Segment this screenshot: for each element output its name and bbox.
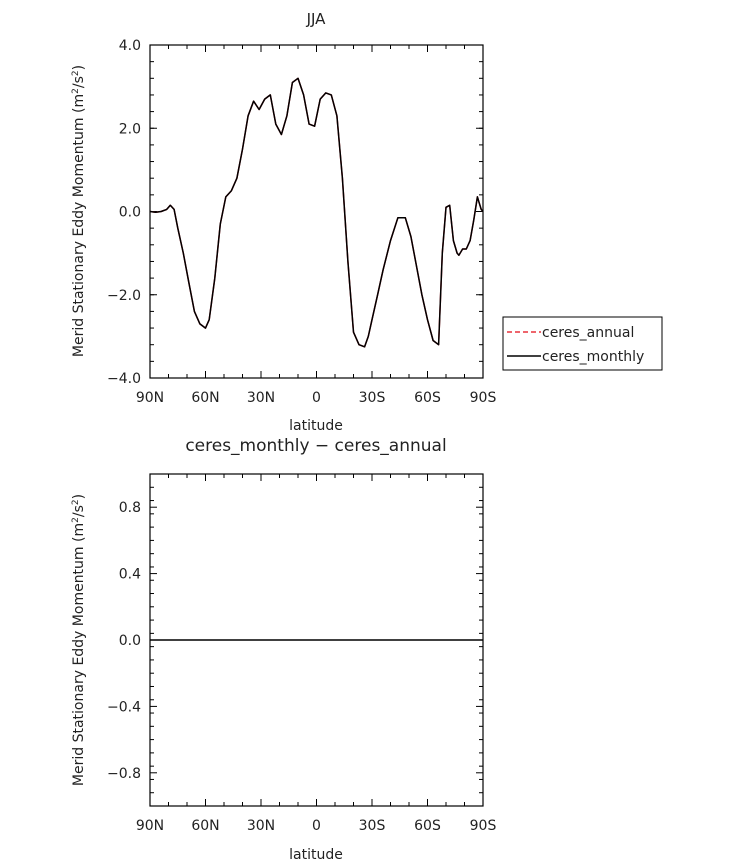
top-title: JJA [306, 10, 327, 28]
x-tick-label: 90S [470, 390, 497, 406]
top-series [149, 77, 484, 348]
top-xlabel: latitude [289, 418, 343, 434]
bottom-ylabel-mid: /s [71, 505, 87, 517]
y-tick-label: 0.0 [119, 633, 141, 649]
top-panel: JJA 90N 60N 30N 0 30S 60S 90S −4.0 −2.0 0.0 2.0 4.0… [71, 10, 663, 434]
top-ylabel-main: Merid Stationary Eddy Momentum (m [71, 94, 87, 357]
bottom-title: ceres_monthly − ceres_annual [185, 436, 446, 456]
bottom-ylabel-sup2: 2 [71, 499, 81, 505]
y-tick-label: −2.0 [107, 288, 141, 304]
bottom-panel: ceres_monthly − ceres_annual 90N 60N 30N 0 3… [71, 436, 496, 863]
x-tick-label: 0 [312, 818, 321, 834]
bottom-ylabel-sup1: 2 [71, 517, 81, 523]
legend-label-ceres-annual: ceres_annual [542, 325, 634, 341]
bottom-xlabel: latitude [289, 847, 343, 863]
y-tick-label: 4.0 [119, 38, 141, 54]
top-ylabel-sup2: 2 [71, 70, 81, 76]
top-ylabel-mid: /s [71, 76, 87, 88]
legend-box [502, 316, 663, 371]
y-tick-label: −0.8 [107, 766, 141, 782]
top-ticks [149, 44, 484, 379]
y-tick-label: 0.8 [119, 500, 141, 516]
y-tick-label: 2.0 [119, 121, 141, 137]
x-tick-label: 60N [191, 818, 219, 834]
bottom-ylabel-close: ) [71, 494, 87, 499]
top-ylabel-sup1: 2 [71, 88, 81, 94]
x-tick-label: 60N [191, 390, 219, 406]
series-line [149, 77, 484, 348]
legend-label-ceres-monthly: ceres_monthly [542, 349, 644, 365]
legend: ceres_annual ceres_monthly [502, 316, 663, 371]
x-tick-label: 30N [247, 390, 275, 406]
x-tick-label: 90S [470, 818, 497, 834]
x-tick-label: 60S [414, 818, 441, 834]
y-tick-label: 0.4 [119, 567, 141, 583]
x-tick-label: 90N [136, 390, 164, 406]
x-tick-label: 60S [414, 390, 441, 406]
x-tick-label: 30N [247, 818, 275, 834]
y-tick-label: −0.4 [107, 699, 141, 715]
y-tick-label: 0.0 [119, 205, 141, 221]
top-ylabel: Merid Stationary Eddy Momentum (m2/s2) [71, 65, 87, 357]
x-tick-label: 0 [312, 390, 321, 406]
top-plot-frame [149, 44, 484, 379]
bottom-ylabel-main: Merid Stationary Eddy Momentum (m [71, 523, 87, 786]
top-tick-labels: 90N 60N 30N 0 30S 60S 90S −4.0 −2.0 0.0 2.0 4.0 [107, 38, 496, 406]
bottom-tick-labels: 90N 60N 30N 0 30S 60S 90S −0.8 −0.4 0.0 0.4 0.8 [107, 500, 496, 834]
x-tick-label: 30S [359, 818, 386, 834]
x-tick-label: 30S [359, 390, 386, 406]
bottom-ylabel: Merid Stationary Eddy Momentum (m2/s2) [71, 494, 87, 786]
y-tick-label: −4.0 [107, 371, 141, 387]
x-tick-label: 90N [136, 818, 164, 834]
top-ylabel-close: ) [71, 65, 87, 70]
bottom-plot-frame [149, 473, 484, 807]
